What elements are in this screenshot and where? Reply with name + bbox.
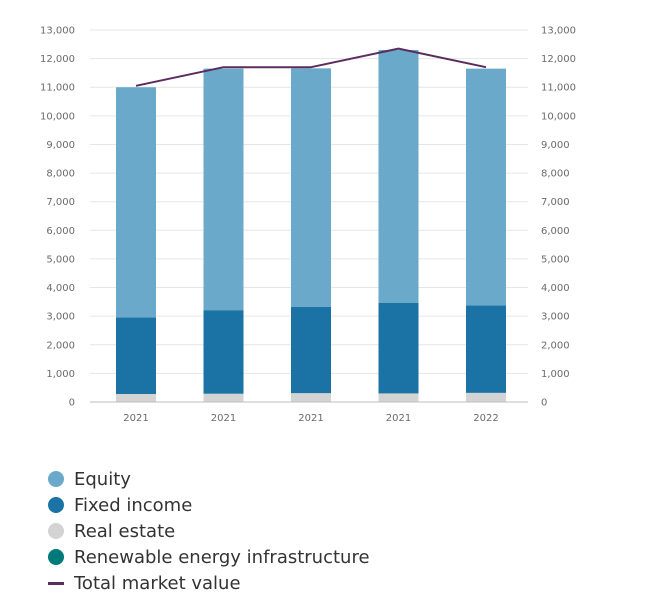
total-line	[135, 47, 487, 87]
y-tick-label-right: 5,000	[541, 254, 570, 265]
legend-item-real-estate: Real estate	[48, 518, 370, 544]
y-tick-label-left: 3,000	[46, 312, 75, 323]
y-tick-label-right: 6,000	[541, 226, 570, 237]
y-tick-label-left: 10,000	[40, 111, 75, 122]
bar-segment-equity	[116, 87, 156, 318]
y-tick-label-left: 2,000	[46, 340, 75, 351]
y-tick-label-right: 7,000	[541, 197, 570, 208]
legend-item-total-market-value: Total market value	[48, 570, 370, 596]
x-axis: 2021 2021 2021 2021 2022	[123, 413, 498, 424]
chart-legend: Equity Fixed income Real estate Renewabl…	[48, 466, 370, 596]
bar-segment-equity	[203, 68, 244, 311]
y-tick-label-right: 4,000	[541, 283, 570, 294]
legend-label: Total market value	[74, 572, 241, 594]
legend-swatch-equity	[48, 471, 64, 487]
legend-swatch-renewable-energy	[48, 549, 64, 565]
y-tick-label-right: 0	[541, 398, 547, 409]
y-tick-label-right: 1,000	[541, 369, 570, 380]
bar-segment-fixed-income	[203, 310, 244, 394]
stacked-bar-chart: 0 1,000 2,000 3,000 4,000 5,000 6,000 7,000 8,00…	[40, 26, 576, 425]
y-tick-label-right: 8,000	[541, 169, 570, 180]
total-market-value-line	[135, 47, 487, 87]
legend-label: Real estate	[74, 520, 176, 542]
legend-swatch-real-estate	[48, 523, 64, 539]
y-tick-label-left: 12,000	[40, 54, 75, 65]
legend-label: Equity	[74, 468, 131, 490]
y-tick-label-left: 13,000	[40, 26, 75, 37]
y-tick-label-left: 1,000	[46, 369, 75, 380]
bar-segment-real-estate	[116, 393, 156, 402]
y-tick-label-right: 11,000	[541, 83, 576, 94]
x-tick-label: 2021	[386, 413, 411, 424]
bar-segment-fixed-income	[116, 317, 156, 394]
bar-segment-real-estate	[466, 392, 506, 402]
bar-segment-real-estate	[203, 393, 244, 402]
bar-segment-real-estate	[291, 393, 331, 402]
x-tick-label: 2021	[123, 413, 148, 424]
y-tick-label-left: 0	[69, 398, 75, 409]
y-axis-right: 0 1,000 2,000 3,000 4,000 5,000 6,000 7,000 8,00…	[541, 26, 576, 409]
x-tick-label: 2021	[298, 413, 323, 424]
y-tick-label-right: 12,000	[541, 54, 576, 65]
legend-item-fixed-income: Fixed income	[48, 492, 370, 518]
y-tick-label-right: 2,000	[541, 340, 570, 351]
y-tick-label-right: 3,000	[541, 312, 570, 323]
y-tick-label-right: 9,000	[541, 140, 570, 151]
bar-segment-equity	[291, 68, 331, 307]
y-tick-label-left: 4,000	[46, 283, 75, 294]
y-tick-label-left: 6,000	[46, 226, 75, 237]
legend-label: Renewable energy infrastructure	[74, 546, 370, 568]
legend-item-equity: Equity	[48, 466, 370, 492]
x-tick-label: 2021	[211, 413, 236, 424]
y-tick-label-right: 10,000	[541, 111, 576, 122]
y-tick-label-left: 5,000	[46, 254, 75, 265]
y-tick-label-left: 11,000	[40, 83, 75, 94]
y-tick-label-left: 7,000	[46, 197, 75, 208]
legend-label: Fixed income	[74, 494, 193, 516]
bar-segment-equity	[378, 50, 419, 303]
bar-segment-equity	[466, 68, 506, 306]
bar-segment-real-estate	[378, 393, 419, 402]
y-tick-label-left: 9,000	[46, 140, 75, 151]
bar-segment-fixed-income	[378, 302, 419, 394]
bar-segment-fixed-income	[466, 305, 506, 393]
x-tick-label: 2022	[473, 413, 498, 424]
bars	[116, 50, 506, 402]
legend-swatch-total-market-value	[48, 581, 64, 585]
y-tick-label-left: 8,000	[46, 169, 75, 180]
y-tick-label-right: 13,000	[541, 26, 576, 37]
y-axis-left: 0 1,000 2,000 3,000 4,000 5,000 6,000 7,000 8,00…	[40, 26, 75, 409]
legend-swatch-fixed-income	[48, 497, 64, 513]
bar-segment-fixed-income	[291, 306, 331, 394]
legend-item-renewable-energy: Renewable energy infrastructure	[48, 544, 370, 570]
